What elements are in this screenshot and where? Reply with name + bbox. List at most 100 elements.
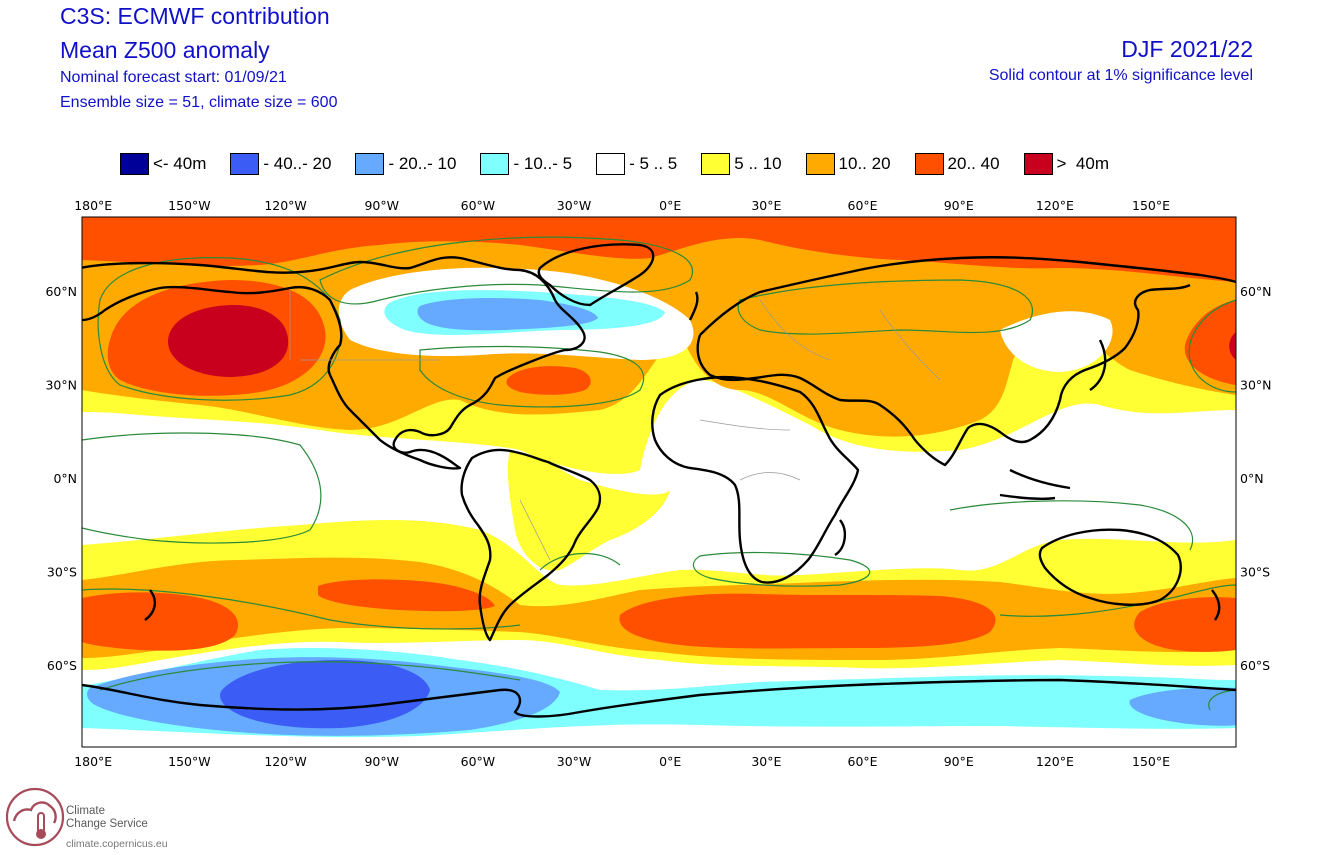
lon-tick-label-bottom: 30°W bbox=[557, 754, 592, 769]
coast-new-zealand bbox=[144, 589, 1221, 621]
lat-tick-label-left: 30°S bbox=[47, 564, 77, 579]
lon-tick-label-top: 120°W bbox=[264, 198, 306, 213]
lat-tick-label-left: 60°S bbox=[47, 658, 77, 673]
lon-tick-label-bottom: 120°W bbox=[264, 754, 306, 769]
contour-line bbox=[949, 500, 1194, 551]
anomaly-arctic-strong bbox=[82, 217, 1236, 282]
lon-tick-label-bottom: 150°E bbox=[1132, 754, 1170, 769]
legend-swatch bbox=[701, 153, 731, 175]
coast-greenland bbox=[537, 243, 655, 307]
anomaly-map: 180°E 180°E 150°W 150°W 120°W 120°W 90°W 90°W 60… bbox=[45, 198, 1272, 769]
legend-label: - 40..- 20 bbox=[263, 154, 332, 173]
legend-swatch bbox=[805, 153, 835, 175]
legend-swatch bbox=[120, 153, 149, 175]
lat-tick-label-right: 60°S bbox=[1240, 658, 1270, 673]
legend-label: - 10..- 5 bbox=[513, 154, 573, 173]
map-title: C3S: ECMWF contribution bbox=[60, 3, 330, 29]
legend-item: - 5 .. 5 bbox=[596, 153, 677, 175]
legend-item: > 40m bbox=[1023, 153, 1109, 175]
brand-line-1: Climate bbox=[66, 805, 105, 817]
contour-line bbox=[539, 553, 621, 571]
legend-item: 5 .. 10 bbox=[701, 153, 782, 175]
legend-item: 10.. 20 bbox=[805, 153, 891, 175]
copernicus-logo-icon bbox=[5, 787, 65, 847]
lon-tick-label-top: 90°E bbox=[944, 198, 974, 213]
anomaly-west-pacific-core bbox=[1229, 332, 1236, 360]
ensemble-size: Ensemble size = 51, climate size = 600 bbox=[60, 94, 338, 111]
anomaly-south-pacific-strong bbox=[82, 592, 238, 651]
lat-tick-label-right: 60°N bbox=[1240, 284, 1272, 299]
lon-tick-label-bottom: 30°E bbox=[751, 754, 781, 769]
coast-japan-indonesia bbox=[999, 339, 1107, 500]
legend-item: - 20..- 10 bbox=[355, 153, 456, 175]
coast-uk bbox=[688, 291, 699, 321]
lon-tick-label-top: 30°E bbox=[751, 198, 781, 213]
legend-swatch bbox=[596, 153, 626, 175]
anomaly-ross-sea-medium bbox=[1129, 687, 1236, 726]
lon-tick-label-bottom: 60°E bbox=[848, 754, 878, 769]
lon-tick-label-bottom: 90°W bbox=[364, 754, 399, 769]
border-line bbox=[289, 290, 941, 561]
contour-line bbox=[99, 661, 521, 691]
lon-tick-label-top: 60°W bbox=[461, 198, 496, 213]
country-borders bbox=[289, 290, 941, 561]
map-subtitle: Mean Z500 anomaly bbox=[60, 37, 270, 63]
legend-swatch bbox=[230, 153, 260, 175]
significance-note: Solid contour at 1% significance level bbox=[988, 67, 1253, 84]
coastlines bbox=[82, 243, 1236, 718]
lon-tick-label-top: 60°E bbox=[848, 198, 878, 213]
coast-madagascar bbox=[834, 519, 847, 557]
contour-line bbox=[692, 551, 871, 587]
lon-tick-label-top: 180°E bbox=[74, 198, 112, 213]
lon-tick-label-top: 120°E bbox=[1036, 198, 1074, 213]
legend-item: - 10..- 5 bbox=[480, 153, 572, 175]
anomaly-field bbox=[82, 217, 1236, 747]
contour-line bbox=[82, 432, 322, 544]
legend-label: <- 40m bbox=[153, 154, 207, 173]
contour-line bbox=[419, 345, 645, 408]
legend-item: 20.. 40 bbox=[914, 153, 1000, 175]
lat-tick-label-left: 0°N bbox=[53, 471, 77, 486]
lat-tick-label-right: 30°S bbox=[1240, 564, 1270, 579]
neutral-antarctic-interior bbox=[82, 724, 1236, 747]
legend-swatch bbox=[480, 153, 510, 175]
anomaly-southern-ocean-strong bbox=[220, 660, 430, 729]
contour-line bbox=[319, 236, 694, 305]
season-label: DJF 2021/22 bbox=[1121, 36, 1253, 62]
anomaly-south-indian-strong bbox=[619, 593, 996, 649]
lat-tick-label-right: 0°N bbox=[1240, 471, 1264, 486]
coast-africa bbox=[651, 375, 860, 584]
lon-tick-label-top: 30°W bbox=[557, 198, 592, 213]
legend-label: > 40m bbox=[1056, 154, 1109, 173]
lat-tick-label-left: 60°N bbox=[45, 284, 77, 299]
lon-tick-label-bottom: 0°E bbox=[659, 754, 681, 769]
lon-tick-label-top: 150°E bbox=[1132, 198, 1170, 213]
neutral-gap-siberia bbox=[1000, 311, 1113, 372]
color-legend: <- 40m - 40..- 20 - 20..- 10 - 10..- 5 -… bbox=[120, 151, 1133, 177]
legend-swatch bbox=[914, 153, 944, 175]
legend-label: 20.. 40 bbox=[947, 154, 1000, 173]
anomaly-south-atlantic-strong bbox=[318, 579, 495, 612]
forecast-start: Nominal forecast start: 01/09/21 bbox=[60, 69, 287, 86]
anomaly-north-pacific-core bbox=[167, 305, 289, 377]
brand-url[interactable]: climate.copernicus.eu bbox=[66, 838, 168, 850]
lon-tick-label-bottom: 120°E bbox=[1036, 754, 1074, 769]
lon-tick-label-bottom: 180°E bbox=[74, 754, 112, 769]
lon-tick-label-bottom: 60°W bbox=[461, 754, 496, 769]
brand-line-2: Change Service bbox=[66, 818, 148, 830]
anomaly-hudson-bay-medium bbox=[417, 298, 598, 331]
lon-tick-label-top: 150°W bbox=[168, 198, 210, 213]
lon-tick-label-bottom: 150°W bbox=[168, 754, 210, 769]
legend-item: <- 40m bbox=[120, 153, 206, 175]
lat-tick-label-right: 30°N bbox=[1240, 377, 1272, 392]
lon-tick-label-top: 90°W bbox=[364, 198, 399, 213]
legend-label: - 5 .. 5 bbox=[629, 154, 678, 173]
legend-swatch bbox=[355, 153, 385, 175]
anomaly-west-pacific-strong bbox=[1184, 300, 1236, 385]
coast-south-america bbox=[460, 448, 602, 642]
anomaly-atlantic-strong bbox=[506, 366, 591, 395]
lon-tick-label-bottom: 90°E bbox=[944, 754, 974, 769]
legend-label: 5 .. 10 bbox=[734, 154, 782, 173]
lon-tick-label-top: 0°E bbox=[659, 198, 681, 213]
contour-line bbox=[97, 257, 342, 401]
